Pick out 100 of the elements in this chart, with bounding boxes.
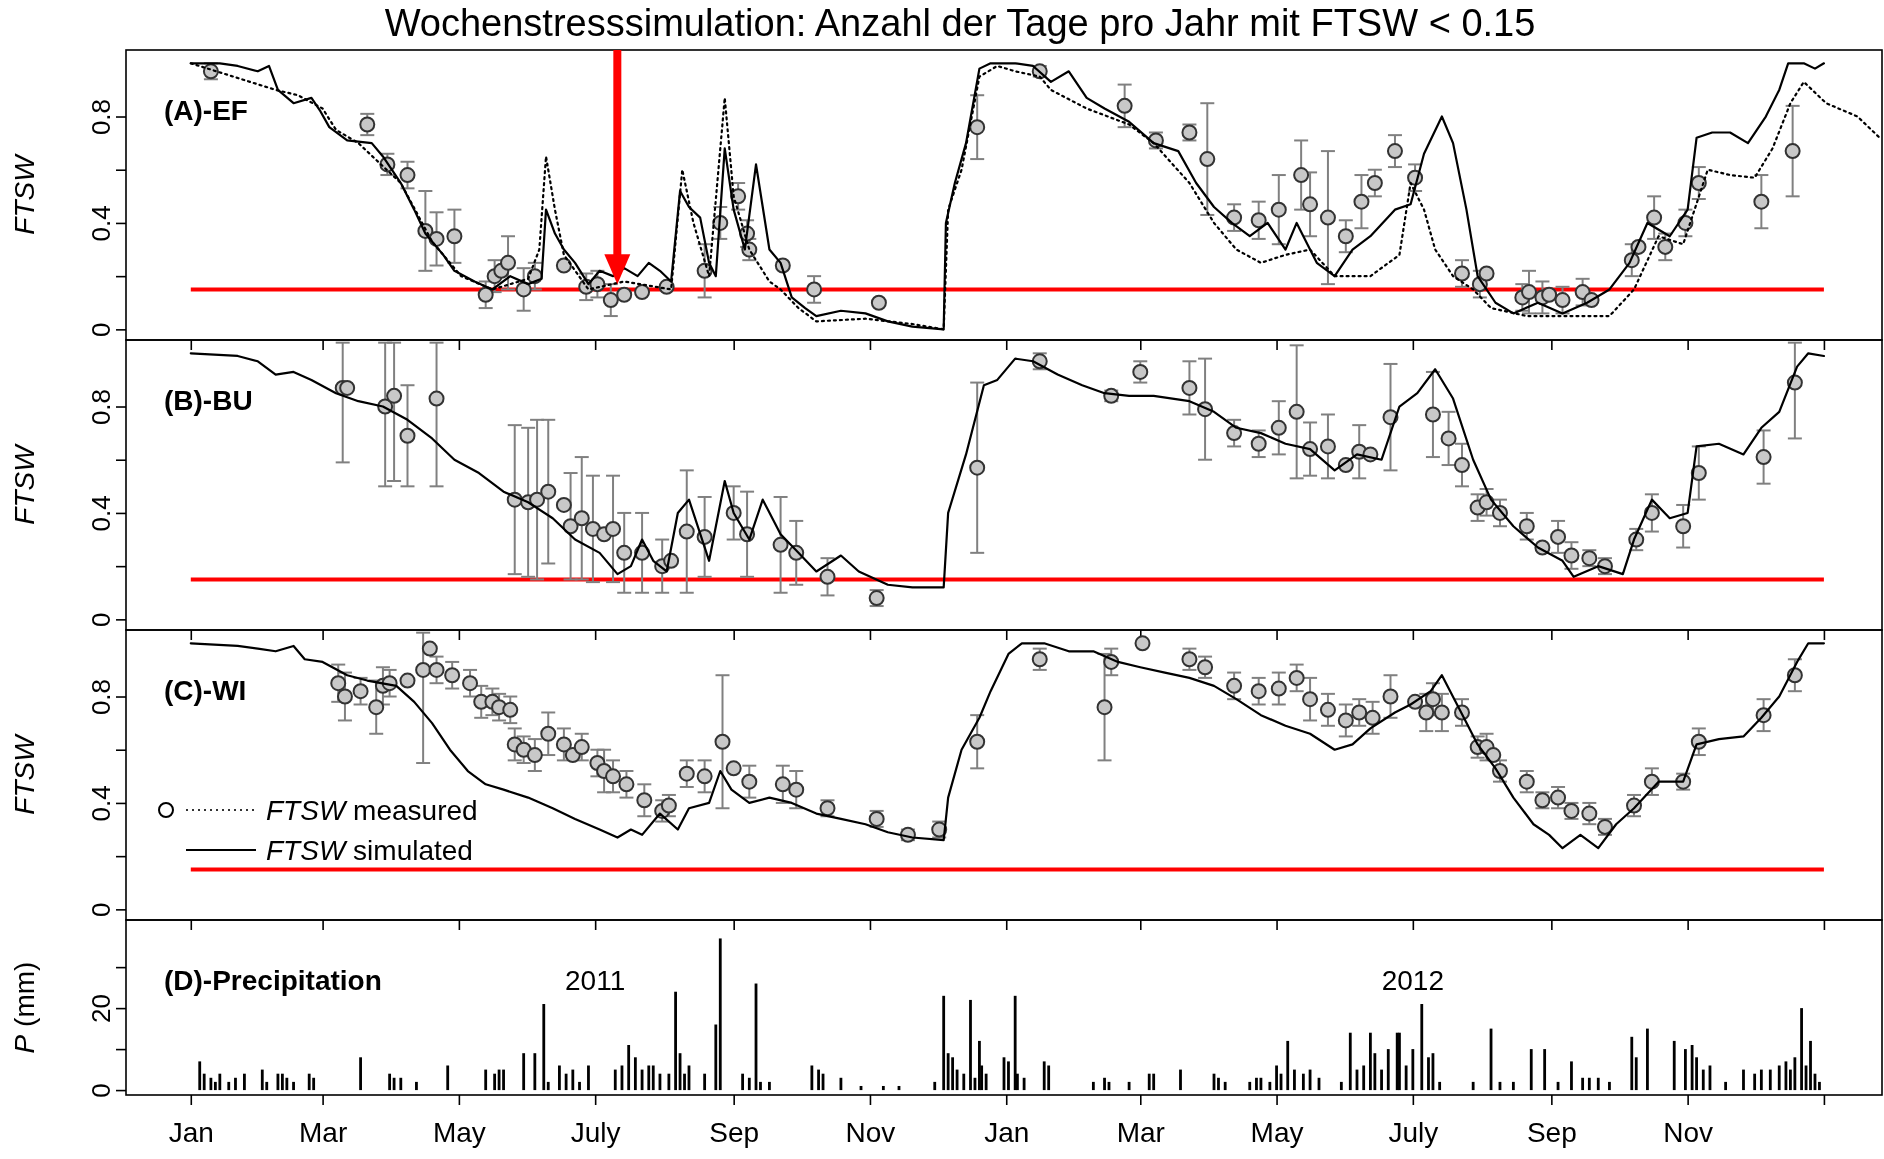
bar xyxy=(558,1065,561,1091)
bar xyxy=(1301,1073,1305,1091)
bar xyxy=(1768,1069,1772,1091)
x-tick-label: May xyxy=(1250,1116,1304,1148)
bar xyxy=(984,1073,988,1091)
y-tick-label: 0.4 xyxy=(86,205,116,242)
annotation: (B)-BU xyxy=(164,385,253,416)
x-tick-label: Sep xyxy=(709,1116,760,1148)
bar xyxy=(1217,1077,1220,1091)
bar xyxy=(1404,1065,1408,1091)
bar xyxy=(234,1077,237,1091)
annotation: (A)-EF xyxy=(164,95,248,126)
x-tick-label: July xyxy=(1388,1116,1439,1148)
x-tick-label: Nov xyxy=(1663,1116,1714,1148)
bar xyxy=(1427,1057,1430,1091)
bar xyxy=(388,1073,392,1091)
annotation: (D)-Precipitation xyxy=(164,965,382,996)
bar xyxy=(280,1073,284,1091)
bar xyxy=(542,1004,546,1091)
bar xyxy=(741,1073,745,1091)
bar xyxy=(1268,1081,1272,1091)
bar xyxy=(951,1057,955,1091)
bar xyxy=(578,1081,581,1091)
bar xyxy=(522,1053,526,1091)
y-axis-title: FTSW xyxy=(9,152,40,235)
x-tick-label: Nov xyxy=(845,1116,896,1148)
bar xyxy=(613,1069,617,1091)
bar xyxy=(633,1057,637,1091)
bar xyxy=(1103,1077,1106,1091)
bar xyxy=(962,1073,966,1091)
bar xyxy=(1013,995,1017,1091)
legend-label: FTSW simulated xyxy=(266,834,473,866)
bar xyxy=(198,1061,202,1091)
bar xyxy=(747,1077,751,1091)
bar xyxy=(718,938,722,1091)
bar xyxy=(502,1069,505,1091)
bar xyxy=(1339,1081,1343,1091)
y-tick-label: 20 xyxy=(86,994,116,1024)
bar xyxy=(647,1065,651,1091)
bar xyxy=(1420,1004,1424,1091)
bar xyxy=(1022,1077,1026,1091)
bar xyxy=(1646,1028,1649,1091)
bar xyxy=(1684,1049,1687,1091)
legend-label: FTSW measured xyxy=(266,794,478,826)
bar xyxy=(292,1081,295,1091)
y-axis-title: FTSW xyxy=(9,732,40,815)
bar xyxy=(946,1053,950,1091)
bar xyxy=(1248,1081,1252,1091)
annotation: 2011 xyxy=(565,965,626,996)
bar xyxy=(1724,1081,1728,1091)
bar xyxy=(1608,1081,1611,1091)
y-tick-label: 0 xyxy=(86,1083,116,1098)
bar xyxy=(1809,1040,1812,1091)
bar xyxy=(218,1073,222,1091)
y-tick-label: 0 xyxy=(86,612,116,628)
y-axis-title: P (mm) xyxy=(9,961,40,1054)
x-tick-label: July xyxy=(570,1116,621,1148)
bar xyxy=(415,1081,418,1091)
annotation: (C)-WI xyxy=(164,675,247,706)
bar xyxy=(1348,1032,1352,1091)
bar xyxy=(1047,1065,1051,1091)
y-tick-label: 0.8 xyxy=(86,98,116,136)
bar xyxy=(674,991,677,1091)
bar xyxy=(1386,1049,1390,1091)
bar xyxy=(1596,1077,1600,1091)
bar xyxy=(1630,1036,1634,1091)
bar xyxy=(1800,1008,1803,1091)
bar xyxy=(1529,1049,1533,1091)
bar xyxy=(446,1065,450,1091)
bar xyxy=(1511,1081,1515,1091)
bar xyxy=(1581,1077,1585,1091)
bar xyxy=(1587,1077,1591,1091)
bar xyxy=(1293,1069,1296,1091)
bar xyxy=(1753,1073,1757,1091)
bar xyxy=(1362,1065,1366,1091)
bar xyxy=(243,1073,246,1091)
bar xyxy=(1179,1069,1182,1091)
x-tick-label: Mar xyxy=(1116,1116,1165,1148)
bar xyxy=(571,1069,575,1091)
bar xyxy=(881,1085,885,1091)
bar xyxy=(1471,1081,1475,1091)
bar xyxy=(209,1077,213,1091)
x-tick-label: May xyxy=(432,1116,486,1148)
bar xyxy=(1275,1065,1278,1091)
bar xyxy=(1411,1049,1415,1091)
bar xyxy=(1007,1061,1010,1091)
y-tick-label: 0.8 xyxy=(86,388,116,426)
bar xyxy=(227,1081,231,1091)
y-tick-label: 0.4 xyxy=(86,785,116,822)
bar xyxy=(359,1057,362,1091)
bar xyxy=(1793,1057,1797,1091)
bar xyxy=(1223,1081,1227,1091)
bar xyxy=(1690,1045,1694,1091)
bar xyxy=(285,1077,289,1091)
x-tick-label: Sep xyxy=(1526,1116,1577,1148)
x-tick-label: Jan xyxy=(984,1116,1030,1148)
bar xyxy=(759,1081,762,1091)
bar xyxy=(1255,1077,1258,1091)
bar xyxy=(1818,1081,1821,1091)
bar xyxy=(703,1073,707,1091)
